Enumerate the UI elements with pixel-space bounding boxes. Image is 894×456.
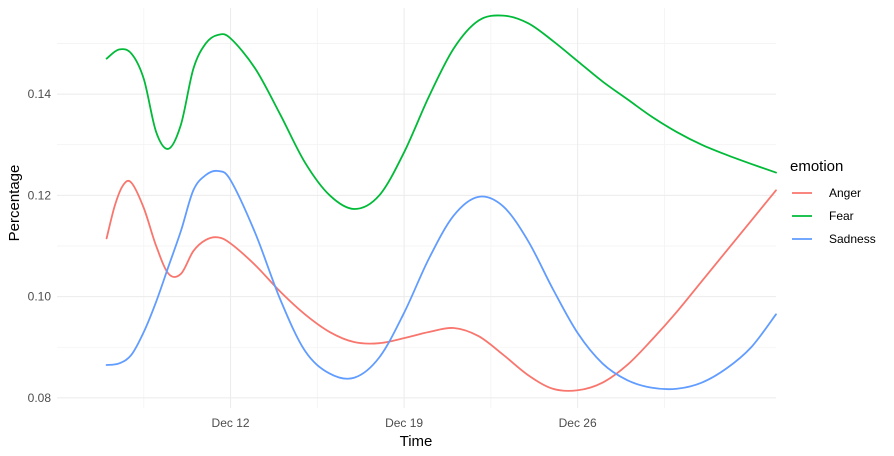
legend-label-sadness: Sadness bbox=[829, 232, 876, 246]
x-tick-label: Dec 12 bbox=[212, 416, 250, 430]
y-tick-label: 0.10 bbox=[28, 290, 52, 304]
legend-label-fear: Fear bbox=[829, 209, 854, 223]
y-tick-label: 0.12 bbox=[28, 188, 52, 202]
x-tick-label: Dec 26 bbox=[559, 416, 597, 430]
x-axis-title: Time bbox=[400, 433, 433, 450]
series-line-anger bbox=[105, 179, 777, 392]
x-axis-tick-labels: Dec 12 Dec 19 Dec 26 bbox=[212, 416, 597, 430]
series-line-sadness bbox=[105, 169, 777, 391]
legend: emotion Anger Fear Sadness bbox=[790, 158, 876, 246]
legend-label-anger: Anger bbox=[829, 186, 861, 200]
y-axis-tick-labels: 0.08 0.10 0.12 0.14 bbox=[28, 87, 52, 405]
series-lines bbox=[105, 14, 777, 392]
series-line-fear bbox=[105, 14, 777, 210]
y-axis-title: Percentage bbox=[6, 165, 23, 242]
legend-title: emotion bbox=[790, 158, 843, 175]
major-gridlines bbox=[57, 8, 776, 408]
y-tick-label: 0.08 bbox=[28, 391, 52, 405]
y-tick-label: 0.14 bbox=[28, 87, 52, 101]
x-tick-label: Dec 19 bbox=[385, 416, 423, 430]
